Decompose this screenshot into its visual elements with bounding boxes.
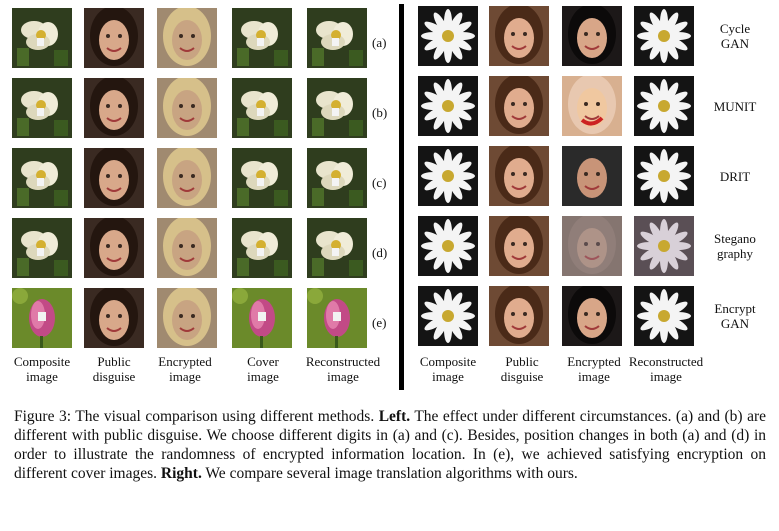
right-thumbnail xyxy=(562,146,622,206)
left-column-label: Encrypted image xyxy=(158,354,212,384)
method-label: MUNIT xyxy=(713,98,757,114)
figure-caption: Figure 3: The visual comparison using di… xyxy=(14,407,766,483)
left-thumbnail xyxy=(157,288,217,348)
right-column-label: Reconstructed image xyxy=(628,354,704,384)
left-column-label: Reconstructed image xyxy=(305,354,381,384)
right-thumbnail xyxy=(634,286,694,346)
method-label: DRIT xyxy=(719,168,751,184)
left-thumbnail xyxy=(12,148,72,208)
left-thumbnail xyxy=(84,148,144,208)
row-label: (a) xyxy=(372,35,387,50)
left-thumbnail xyxy=(232,218,292,278)
caption-right-text: We compare several image translation alg… xyxy=(201,465,578,482)
right-thumbnail xyxy=(562,76,622,136)
right-thumbnail xyxy=(418,6,478,66)
right-thumbnail xyxy=(562,286,622,346)
left-column-label: Public disguise xyxy=(92,354,136,384)
left-thumbnail xyxy=(307,8,367,68)
left-thumbnail xyxy=(157,8,217,68)
right-thumbnail xyxy=(489,76,549,136)
right-thumbnail xyxy=(634,146,694,206)
left-thumbnail xyxy=(84,288,144,348)
row-label: (d) xyxy=(372,245,388,260)
right-column-label: Composite image xyxy=(419,354,477,384)
right-thumbnail xyxy=(418,216,478,276)
left-thumbnail xyxy=(307,148,367,208)
caption-left-label: Left. xyxy=(378,408,411,425)
left-thumbnail xyxy=(157,218,217,278)
method-label: Encrypt GAN xyxy=(714,301,756,331)
row-label: (b) xyxy=(372,105,388,120)
left-thumbnail xyxy=(12,218,72,278)
left-thumbnail xyxy=(232,8,292,68)
left-column-label: Cover image xyxy=(247,354,279,384)
right-thumbnail xyxy=(489,216,549,276)
left-thumbnail xyxy=(84,218,144,278)
right-thumbnail xyxy=(634,6,694,66)
right-thumbnail xyxy=(489,286,549,346)
caption-right-label: Right. xyxy=(160,465,202,482)
right-thumbnail xyxy=(562,6,622,66)
right-thumbnail xyxy=(634,76,694,136)
left-thumbnail xyxy=(12,78,72,138)
right-column-label: Encrypted image xyxy=(567,354,621,384)
left-thumbnail xyxy=(232,78,292,138)
right-thumbnail xyxy=(562,216,622,276)
left-thumbnail xyxy=(307,78,367,138)
row-label: (e) xyxy=(372,315,387,330)
left-thumbnail xyxy=(232,288,292,348)
caption-left-text: The effect under different circumstances… xyxy=(14,408,766,482)
left-thumbnail xyxy=(12,8,72,68)
method-label: Cycle GAN xyxy=(719,21,751,51)
left-thumbnail xyxy=(307,288,367,348)
left-column-label: Composite image xyxy=(13,354,71,384)
left-thumbnail xyxy=(84,78,144,138)
method-label: Stegano graphy xyxy=(714,231,756,261)
right-thumbnail xyxy=(489,6,549,66)
right-thumbnail xyxy=(634,216,694,276)
left-thumbnail xyxy=(157,148,217,208)
row-label: (c) xyxy=(372,175,387,190)
left-thumbnail xyxy=(232,148,292,208)
right-thumbnail xyxy=(418,76,478,136)
left-thumbnail xyxy=(12,288,72,348)
right-thumbnail xyxy=(489,146,549,206)
left-thumbnail xyxy=(157,78,217,138)
panel-divider xyxy=(399,4,404,390)
right-column-label: Public disguise xyxy=(500,354,544,384)
left-thumbnail xyxy=(307,218,367,278)
right-thumbnail xyxy=(418,286,478,346)
caption-title: Figure 3: The visual comparison using di… xyxy=(14,408,379,425)
left-thumbnail xyxy=(84,8,144,68)
right-thumbnail xyxy=(418,146,478,206)
